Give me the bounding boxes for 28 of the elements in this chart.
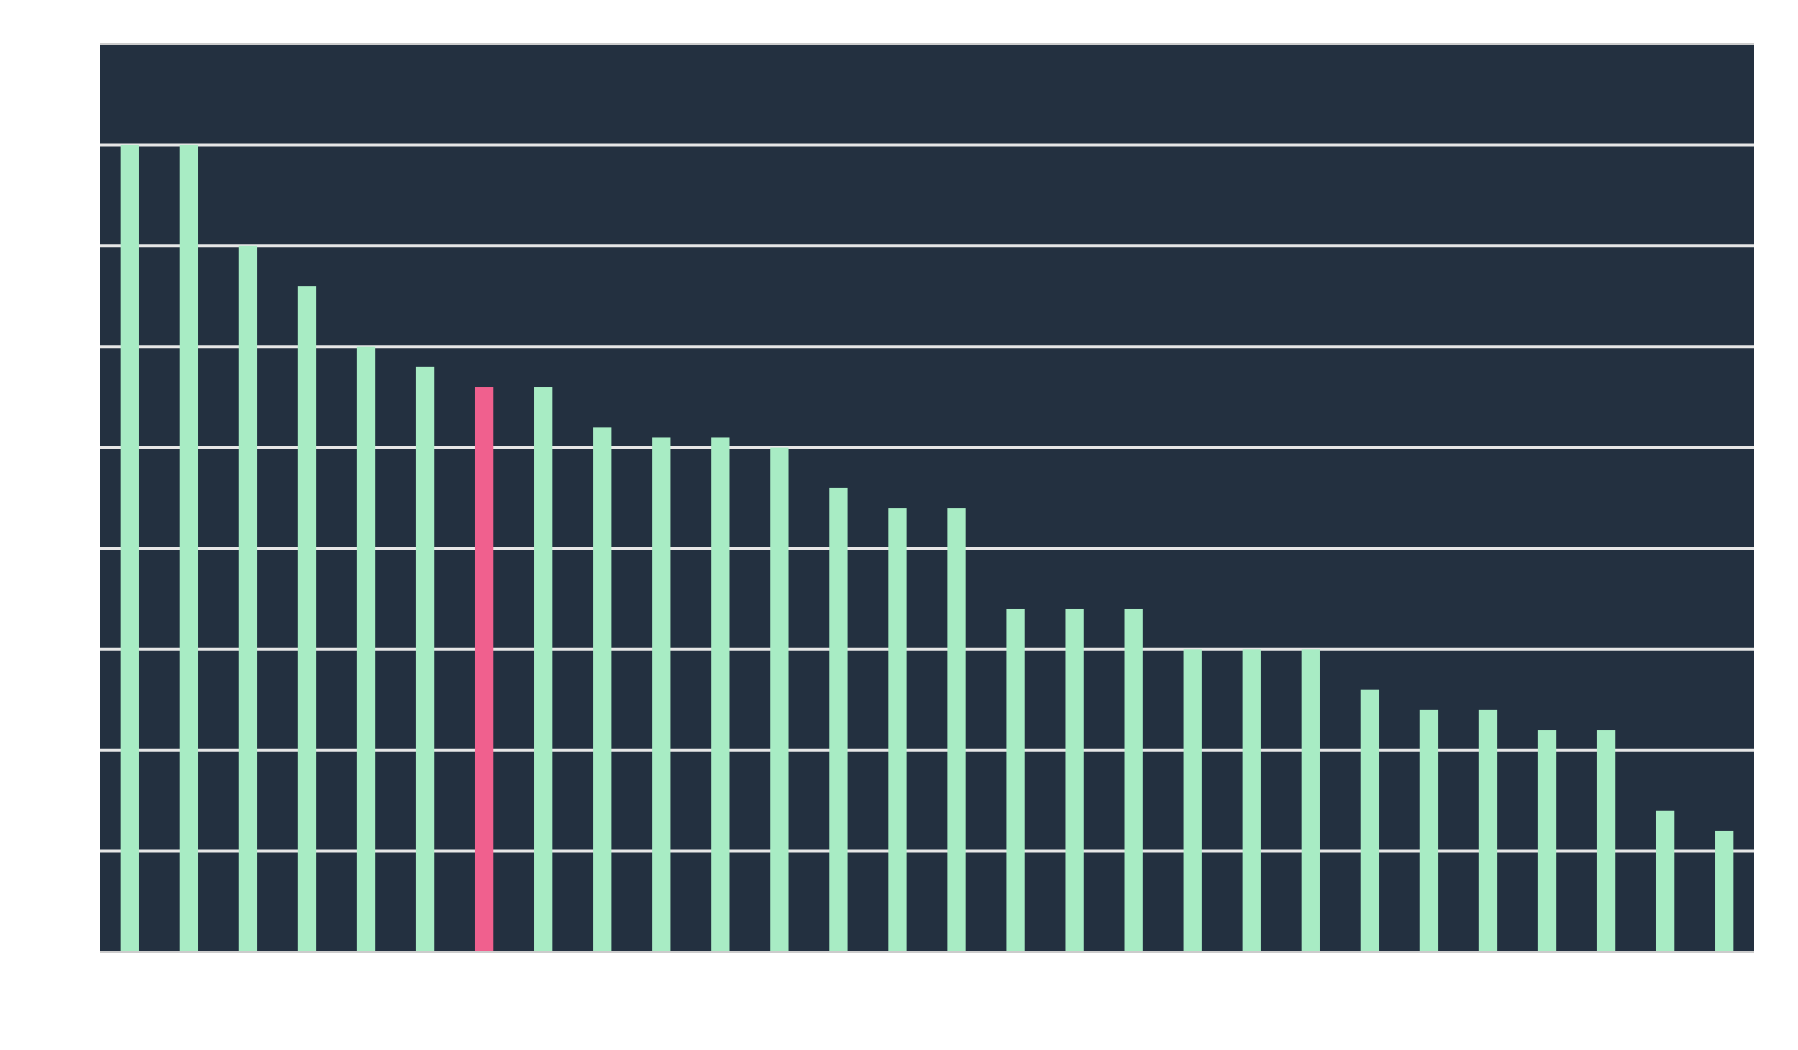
bar <box>1242 649 1261 952</box>
bar <box>947 508 966 952</box>
bar <box>1537 730 1557 952</box>
bar <box>356 346 376 952</box>
bar <box>415 366 435 952</box>
bar <box>297 286 317 952</box>
bar <box>1183 649 1202 952</box>
bar <box>888 508 907 952</box>
bar <box>770 447 789 952</box>
bar <box>711 437 730 952</box>
bar <box>179 144 199 952</box>
bar <box>1596 730 1616 952</box>
bar <box>534 387 553 952</box>
bar <box>120 144 139 952</box>
bar <box>1715 830 1734 952</box>
bar <box>238 245 258 952</box>
bar <box>1124 608 1143 952</box>
bar <box>1360 689 1380 952</box>
bar <box>1301 649 1320 952</box>
bar <box>1655 810 1675 952</box>
bar <box>1006 608 1025 952</box>
bar <box>829 487 848 952</box>
bar <box>1065 608 1084 952</box>
bar <box>1419 709 1439 952</box>
bar <box>1478 709 1498 952</box>
bar <box>652 437 671 952</box>
bar <box>593 427 612 952</box>
bar <box>474 387 494 952</box>
